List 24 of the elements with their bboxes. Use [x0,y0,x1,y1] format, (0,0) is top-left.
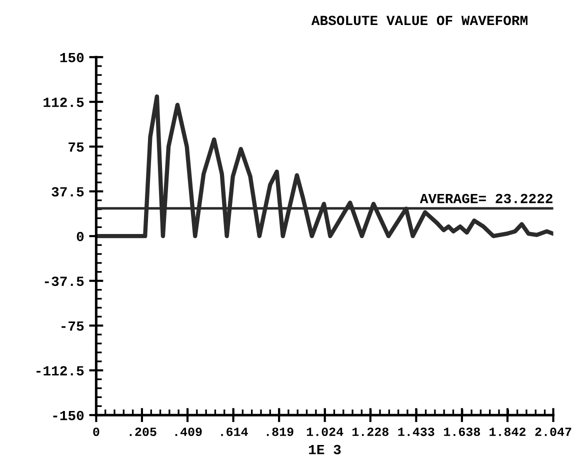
y-tick-label: 112.5 [44,98,84,108]
x-axis-title: 1E 3 [308,444,341,454]
x-tick-label: 0 [93,428,100,436]
x-tick-label: 1.638 [444,428,480,436]
x-tick-label: .409 [175,428,202,436]
x-tick-label: 2.047 [535,428,572,436]
y-tick-label: -150 [53,410,84,420]
y-tick-label: 150 [60,52,84,62]
ref-line-label: AVERAGE= 23.2222 [420,194,552,204]
x-tick-label: 1.024 [306,428,344,436]
x-tick-label: .614 [221,428,248,436]
x-tick-label: 1.433 [398,428,434,436]
y-tick-label: 0 [76,232,84,242]
y-tick-label: -112.5 [36,366,84,376]
y-tick-label: -37.5 [44,276,84,286]
x-tick-label: 1.228 [352,428,388,436]
line-series [96,94,554,238]
chart-title: ABSOLUTE VALUE OF WAVEFORM [311,16,528,26]
x-tick-label: .819 [266,428,294,436]
y-tick-label: 75 [68,142,84,152]
y-tick-label: 37.5 [52,187,84,197]
y-tick-label: -75 [62,321,84,331]
x-tick-label: 1.842 [490,428,526,436]
x-tick-label: .205 [130,428,156,436]
